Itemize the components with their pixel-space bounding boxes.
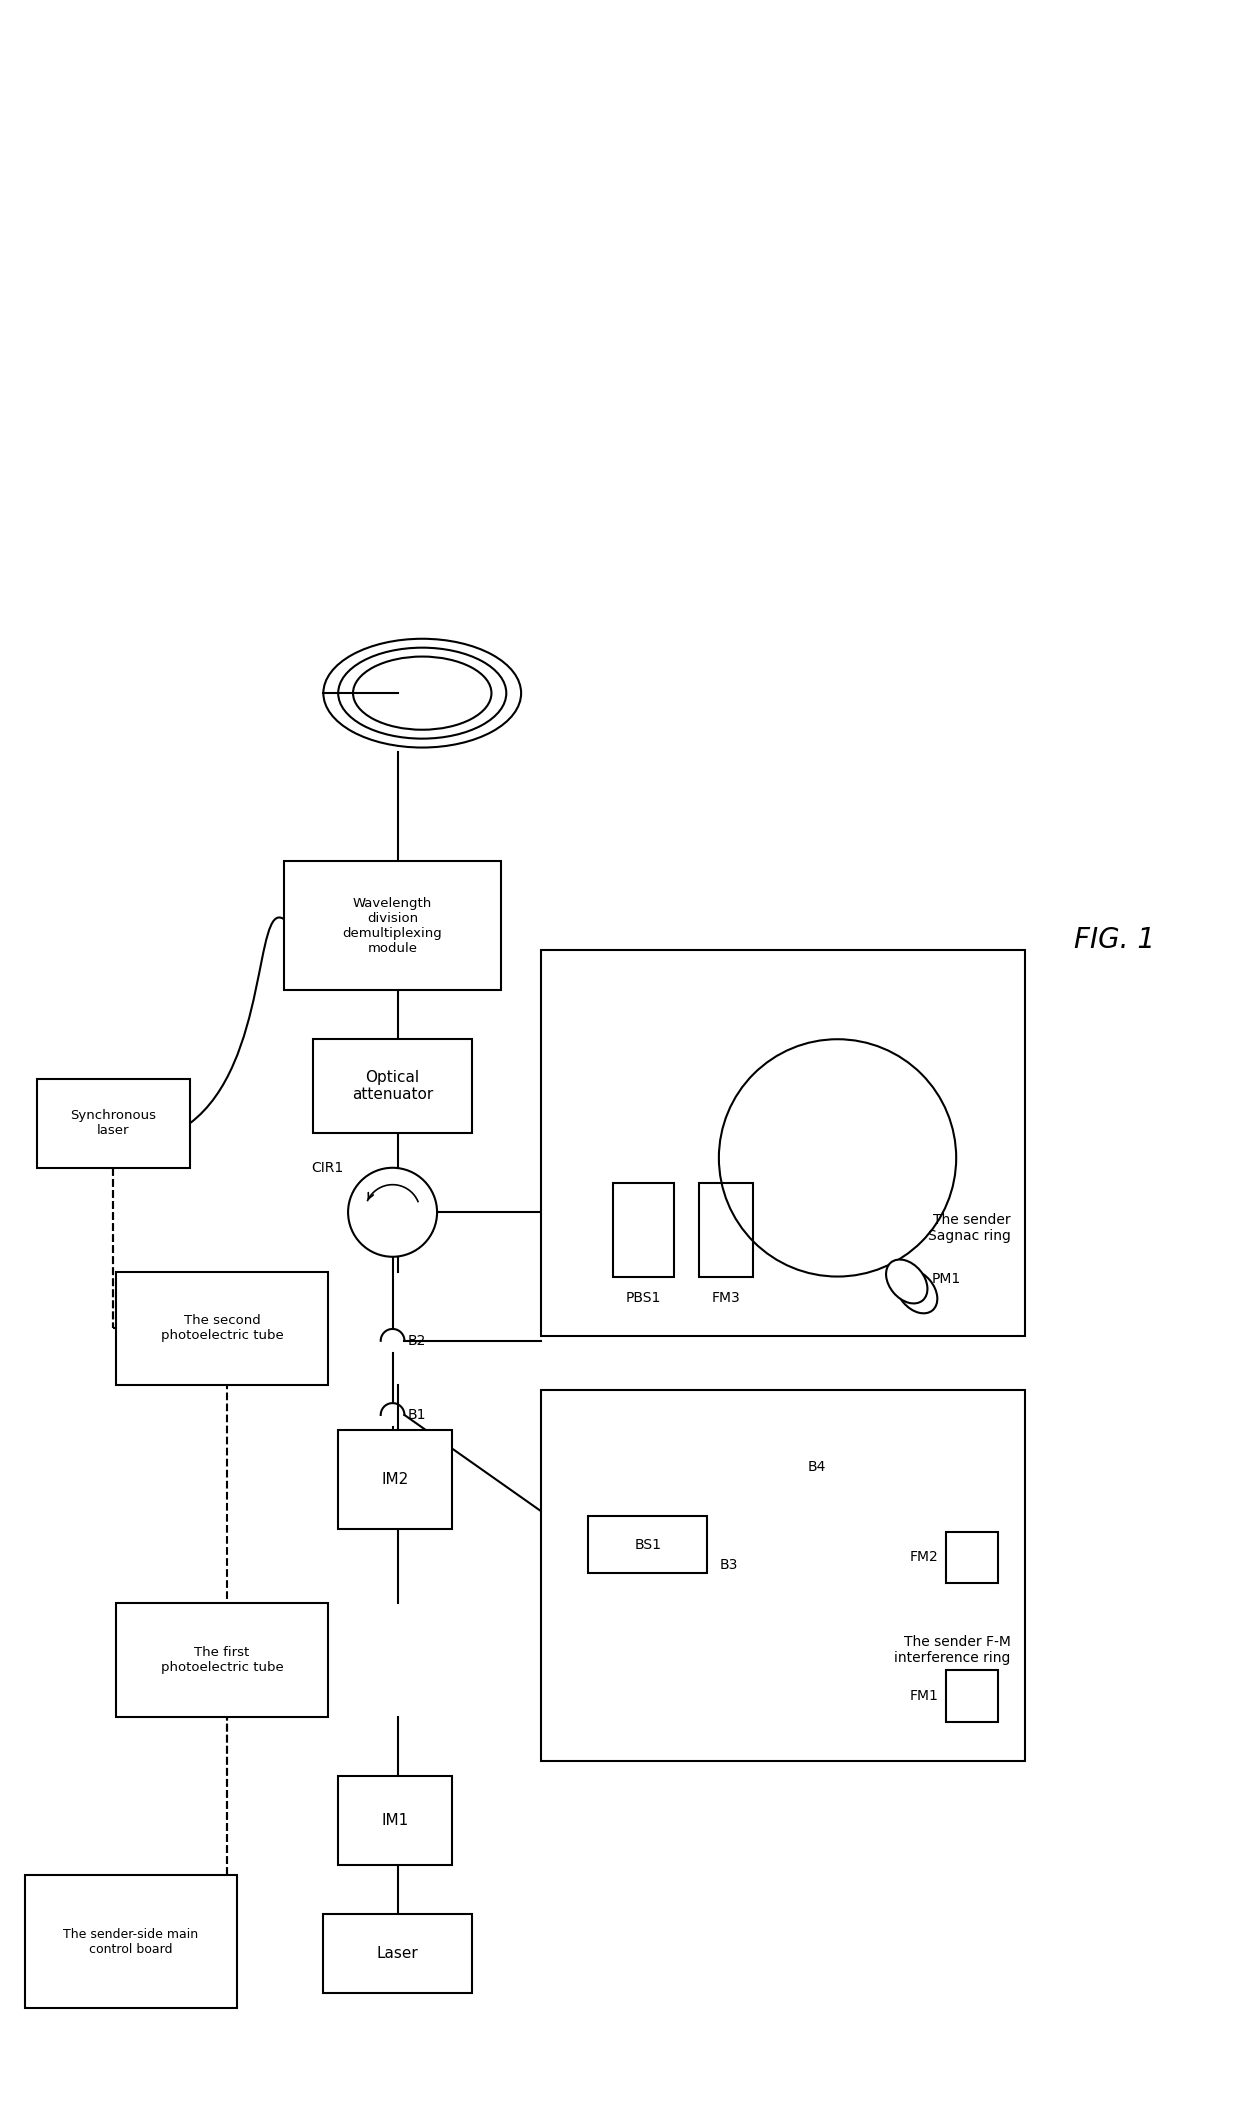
Text: CIR1: CIR1 — [311, 1161, 343, 1174]
Circle shape — [348, 1168, 436, 1257]
Text: B1: B1 — [408, 1407, 425, 1422]
Bar — [946, 1532, 998, 1583]
Text: B3: B3 — [719, 1557, 738, 1572]
Bar — [699, 1182, 754, 1276]
Bar — [541, 1390, 1025, 1761]
Text: FIG. 1: FIG. 1 — [1074, 926, 1154, 954]
Bar — [37, 1079, 190, 1168]
Bar — [25, 1875, 237, 2009]
Text: PM1: PM1 — [931, 1271, 961, 1286]
Bar — [714, 1168, 769, 1261]
Ellipse shape — [897, 1269, 937, 1314]
Text: FM3: FM3 — [712, 1290, 740, 1305]
Ellipse shape — [887, 1259, 928, 1303]
Text: B4: B4 — [808, 1460, 826, 1475]
Bar — [588, 1515, 707, 1572]
Bar — [627, 1168, 689, 1261]
Bar — [324, 1913, 471, 1994]
Text: The sender F-M
interference ring: The sender F-M interference ring — [894, 1634, 1011, 1666]
Bar — [613, 1182, 675, 1276]
Bar — [314, 1038, 471, 1134]
Text: FM1: FM1 — [909, 1689, 939, 1704]
Text: The sender
Sagnac ring: The sender Sagnac ring — [928, 1212, 1011, 1244]
Text: Synchronous
laser: Synchronous laser — [71, 1108, 156, 1138]
Text: PBS1: PBS1 — [626, 1290, 661, 1305]
Text: IM1: IM1 — [382, 1814, 409, 1829]
Bar — [541, 949, 1025, 1335]
Bar — [946, 1670, 998, 1721]
Text: The first
photoelectric tube: The first photoelectric tube — [161, 1646, 284, 1674]
Text: B2: B2 — [408, 1333, 425, 1348]
Text: Optical
attenuator: Optical attenuator — [352, 1070, 433, 1102]
Bar — [115, 1602, 329, 1716]
Text: FM2: FM2 — [910, 1551, 939, 1564]
Text: IM2: IM2 — [382, 1473, 409, 1488]
Bar — [284, 860, 501, 990]
Text: The second
photoelectric tube: The second photoelectric tube — [161, 1314, 284, 1343]
Text: The sender-side main
control board: The sender-side main control board — [63, 1928, 198, 1956]
Bar — [115, 1271, 329, 1386]
Bar — [339, 1776, 451, 1865]
Text: Laser: Laser — [377, 1947, 418, 1962]
Text: Wavelength
division
demultiplexing
module: Wavelength division demultiplexing modul… — [342, 896, 443, 954]
Bar — [339, 1430, 451, 1528]
Text: BS1: BS1 — [634, 1538, 661, 1551]
